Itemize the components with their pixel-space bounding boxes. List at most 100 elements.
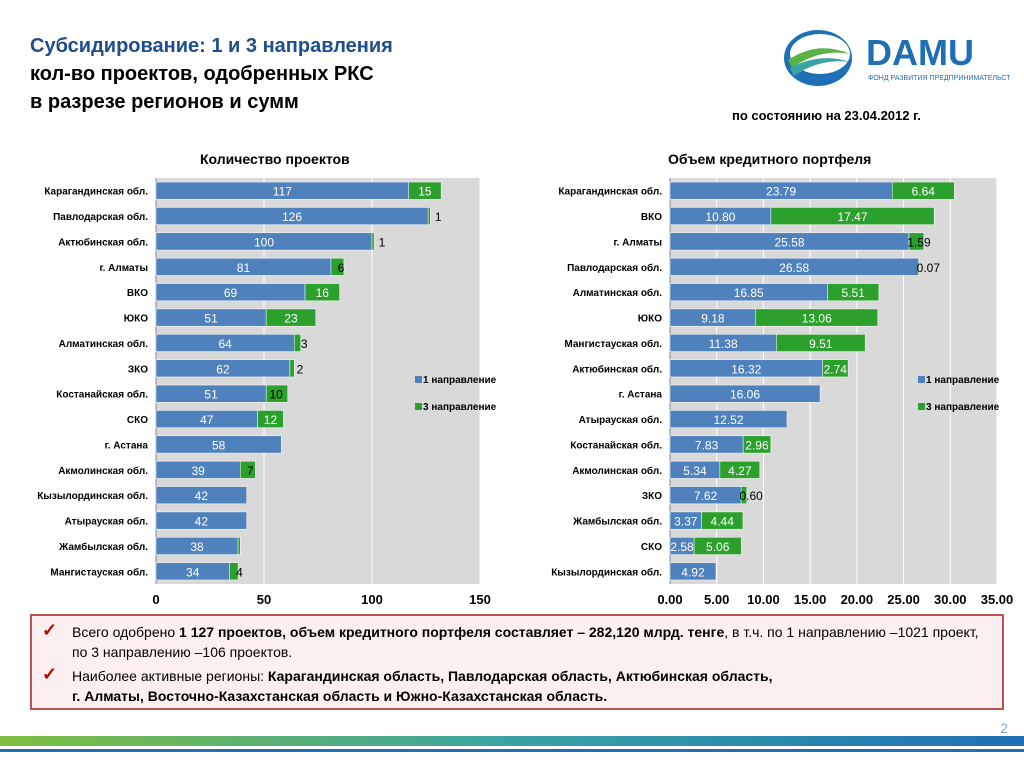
portfolio-category-label: Жамбылская обл. — [572, 516, 662, 528]
projects-data-label-s1: 34 — [186, 565, 200, 579]
portfolio-data-label-s1: 16.32 — [731, 362, 761, 376]
checkmark-icon: ✓ — [42, 664, 58, 684]
portfolio-bar-s2 — [770, 207, 935, 225]
projects-data-label-s1: 39 — [191, 464, 205, 478]
summary-2-bold-2: г. Алматы, Восточно-Казахстанская област… — [72, 688, 608, 704]
projects-category-label: г. Астана — [105, 440, 149, 451]
portfolio-data-label-s2: 13.06 — [802, 312, 832, 326]
portfolio-category-label: Кызылординская обл. — [551, 566, 662, 578]
portfolio-legend-label-s1: 1 направление — [926, 375, 1000, 386]
portfolio-x-tick-label: 0.00 — [657, 592, 682, 607]
portfolio-data-label-s2: 0.07 — [917, 261, 941, 275]
summary-bullet-1: ✓ Всего одобрено 1 127 проектов, объем к… — [42, 620, 992, 662]
projects-bar-s2 — [237, 537, 241, 555]
projects-bar-s1 — [155, 486, 247, 505]
portfolio-bar-s2 — [701, 511, 744, 530]
projects-legend-label-s1: 1 направление — [423, 375, 497, 386]
summary-bullet-2: ✓ Наиболее активные регионы: Карагандинс… — [42, 664, 992, 706]
projects-data-label-s1: 117 — [273, 185, 292, 199]
portfolio-category-label: СКО — [641, 542, 662, 553]
projects-bar-s2 — [265, 308, 317, 327]
projects-data-label-s2: 4 — [236, 565, 243, 579]
projects-bar-s1 — [155, 435, 282, 454]
summary-2-bold-1: Карагандинская область, Павлодарская обл… — [267, 668, 773, 684]
portfolio-x-tick-label: 20.00 — [841, 592, 874, 607]
projects-category-label: Костанайская обл. — [56, 389, 148, 401]
portfolio-bar-s2 — [908, 232, 925, 251]
projects-data-label-s2: 1 — [435, 210, 442, 224]
portfolio-data-label-s1: 4.92 — [681, 565, 705, 579]
logo-wordmark: DAMU — [866, 32, 974, 73]
projects-category-label: Актюбинская обл. — [58, 236, 148, 248]
portfolio-legend-label-s2: 3 направление — [926, 402, 1000, 413]
projects-data-label-s1: 47 — [200, 413, 214, 427]
summary-1-lead: Всего одобрено — [72, 624, 180, 640]
portfolio-category-label: г. Алматы — [613, 237, 662, 248]
portfolio-data-label-s2: 4.27 — [728, 464, 752, 478]
portfolio-x-tick-label: 35.00 — [981, 592, 1014, 607]
projects-x-tick-label: 150 — [469, 592, 491, 607]
portfolio-data-label-s2: 1.59 — [907, 235, 931, 249]
portfolio-data-label-s1: 16.85 — [734, 286, 764, 300]
damu-logo: DAMU ФОНД РАЗВИТИЯ ПРЕДПРИНИМАТЕЛЬСТВА — [780, 18, 1020, 98]
portfolio-x-tick-label: 25.00 — [887, 592, 920, 607]
portfolio-data-label-s1: 3.37 — [674, 515, 698, 529]
portfolio-category-label: ЗКО — [642, 491, 662, 502]
portfolio-category-label: Костанайская обл. — [570, 439, 662, 451]
portfolio-category-label: г. Астана — [619, 390, 663, 401]
portfolio-bar-s2 — [827, 283, 880, 302]
projects-category-label: Жамбылская обл. — [58, 541, 148, 553]
summary-2-lead: Наиболее активные регионы: — [72, 668, 268, 684]
projects-bar-s2 — [293, 334, 301, 352]
portfolio-legend-swatch-s1 — [918, 376, 925, 383]
summary-1-tail: , в т.ч. по 1 направлению –1021 проект, … — [72, 624, 979, 660]
portfolio-bar-s2 — [822, 359, 849, 378]
page-number: 2 — [1000, 720, 1008, 736]
portfolio-data-label-s1: 12.52 — [713, 413, 743, 427]
projects-bar-s2 — [330, 257, 345, 276]
portfolio-category-label: Павлодарская обл. — [567, 262, 662, 274]
projects-category-label: СКО — [127, 415, 148, 426]
projects-legend-swatch-s1 — [415, 376, 422, 383]
portfolio-x-tick-label: 30.00 — [934, 592, 967, 607]
portfolio-category-label: ВКО — [641, 212, 662, 223]
projects-data-label-s2: 1 — [379, 235, 386, 249]
projects-data-label-s1: 51 — [204, 312, 218, 326]
projects-data-label-s1: 42 — [195, 489, 209, 503]
projects-category-label: ЗКО — [128, 364, 148, 375]
projects-category-label: Карагандинская обл. — [44, 186, 148, 198]
projects-category-label: ЮКО — [124, 314, 148, 325]
projects-category-label: Алматинская обл. — [59, 338, 149, 350]
portfolio-data-label-s2: 17.47 — [837, 210, 867, 224]
projects-category-label: Павлодарская обл. — [53, 211, 148, 223]
projects-data-label-s2: 3 — [301, 337, 308, 351]
projects-bar-s2 — [408, 181, 442, 200]
portfolio-category-label: Акмолинская обл. — [572, 465, 662, 477]
page-title: Субсидирование: 1 и 3 направления — [30, 35, 393, 57]
projects-bar-s2 — [427, 207, 431, 225]
projects-category-label: ВКО — [127, 288, 148, 299]
projects-data-label-s1: 42 — [195, 515, 209, 529]
portfolio-data-label-s2: 6.64 — [912, 185, 936, 199]
projects-data-label-s1: 126 — [282, 210, 302, 224]
projects-bar-s2 — [304, 283, 340, 302]
checkmark-icon: ✓ — [42, 620, 58, 640]
chart-title-portfolio: Объем кредитного портфеля — [668, 151, 872, 167]
page-subtitle-1: кол-во проектов, одобренных РКС — [30, 63, 374, 85]
portfolio-x-tick-label: 10.00 — [747, 592, 780, 607]
projects-data-label-s1: 81 — [237, 261, 251, 275]
title-block: Субсидирование: 1 и 3 направления кол-во… — [30, 32, 393, 116]
portfolio-category-label: Карагандинская обл. — [558, 186, 662, 198]
projects-data-label-s1: 51 — [204, 388, 218, 402]
projects-data-label-s1: 64 — [218, 337, 232, 351]
portfolio-bar-s2 — [693, 537, 742, 555]
projects-bar-s2 — [289, 359, 295, 378]
portfolio-data-label-s1: 23.79 — [766, 185, 796, 199]
projects-data-label-s2: 2 — [297, 362, 304, 376]
projects-data-label-s2: 6 — [338, 261, 345, 275]
portfolio-bar-s2 — [918, 257, 920, 276]
portfolio-data-label-s1: 16.06 — [730, 388, 760, 402]
projects-category-label: Мангистауская обл. — [50, 566, 148, 578]
portfolio-data-label-s1: 2.58 — [670, 540, 694, 554]
projects-legend-swatch-s2 — [415, 403, 422, 410]
